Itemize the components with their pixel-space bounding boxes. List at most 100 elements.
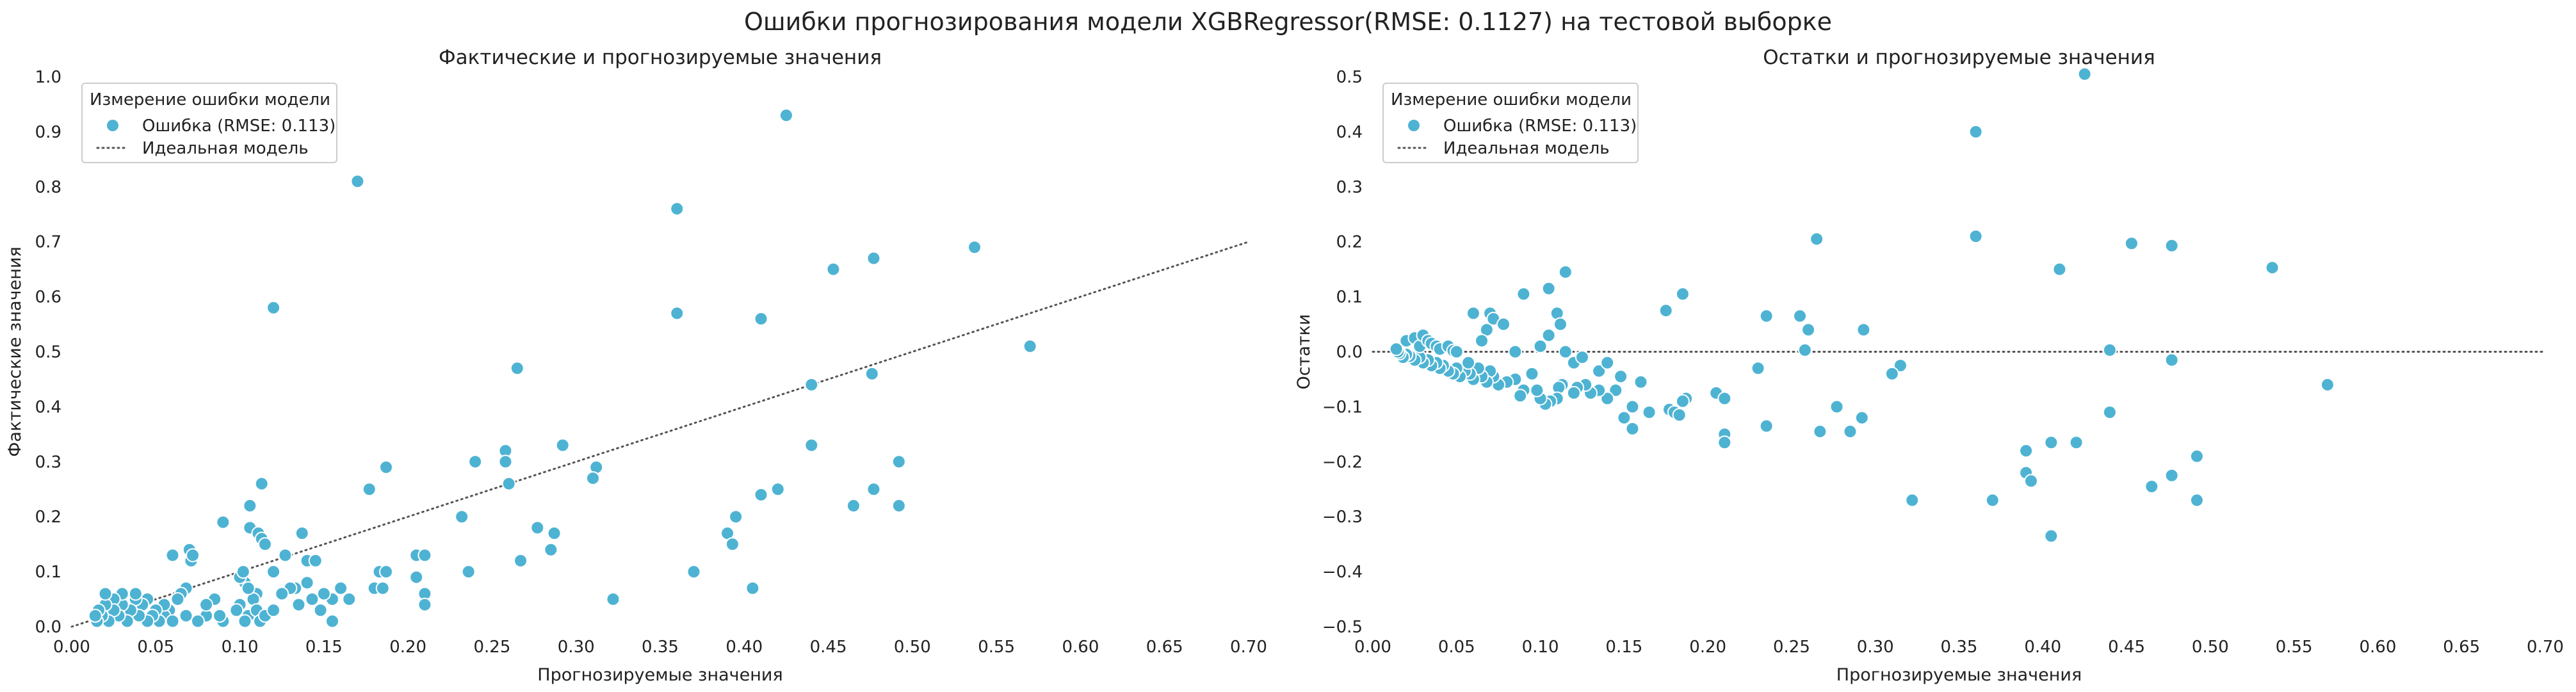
legend-marker-error bbox=[1407, 118, 1421, 133]
data-point bbox=[1751, 361, 1765, 376]
data-point bbox=[2144, 479, 2159, 494]
data-point bbox=[2102, 342, 2117, 357]
data-point bbox=[826, 262, 841, 277]
data-point bbox=[1717, 391, 1732, 406]
data-point bbox=[1617, 410, 1632, 425]
scatter-panel-actual-vs-predicted: Фактические и прогнозируемые значения 0.0… bbox=[5, 46, 1267, 685]
data-point bbox=[1475, 334, 1489, 348]
data-point bbox=[2077, 67, 2092, 81]
data-point bbox=[585, 471, 600, 486]
data-point bbox=[510, 361, 524, 376]
data-point bbox=[1466, 306, 1480, 321]
data-point bbox=[88, 608, 102, 623]
data-point bbox=[186, 548, 200, 563]
data-point bbox=[238, 614, 252, 629]
y-tick-label: 0.3 bbox=[1336, 178, 1363, 197]
data-point bbox=[1905, 493, 1920, 508]
y-tick-label: −0.1 bbox=[1322, 398, 1363, 417]
x-tick-label: 0.60 bbox=[2359, 638, 2396, 657]
data-point bbox=[1675, 394, 1690, 408]
data-point bbox=[1854, 410, 1869, 425]
data-point bbox=[2164, 353, 2179, 367]
y-tick-label: 0.5 bbox=[1336, 68, 1363, 87]
data-point bbox=[308, 553, 323, 568]
legend-title: Измерение ошибки модели bbox=[1391, 90, 1632, 109]
data-point bbox=[170, 592, 185, 607]
data-point bbox=[1759, 309, 1774, 323]
data-point bbox=[379, 460, 394, 474]
data-point bbox=[754, 487, 768, 502]
x-tick-label: 0.25 bbox=[473, 638, 510, 657]
data-point bbox=[379, 565, 394, 579]
data-point bbox=[350, 174, 365, 189]
data-point bbox=[1541, 281, 1556, 296]
data-point bbox=[1797, 342, 1812, 357]
x-axis-label: Прогнозируемые значения bbox=[1836, 665, 2082, 685]
data-point bbox=[2189, 449, 2204, 463]
legend: Измерение ошибки модели Ошибка (RMSE: 0.1… bbox=[1382, 83, 1639, 163]
data-point bbox=[514, 553, 528, 568]
data-point bbox=[98, 586, 113, 601]
x-tick-label: 0.50 bbox=[2192, 638, 2229, 657]
data-point bbox=[1541, 328, 1556, 342]
data-point bbox=[1530, 383, 1544, 398]
data-point bbox=[1533, 339, 1548, 353]
data-point bbox=[1968, 229, 1983, 244]
x-tick-label: 0.20 bbox=[389, 638, 426, 657]
data-point bbox=[1608, 383, 1623, 398]
data-point bbox=[1625, 399, 1640, 414]
x-tick-label: 0.20 bbox=[1689, 638, 1726, 657]
scatter-panel-residuals-vs-predicted: Остатки и прогнозируемые значения 0.00 0.0… bbox=[1294, 46, 2564, 685]
data-point bbox=[1566, 385, 1581, 400]
data-point bbox=[686, 565, 701, 579]
data-point bbox=[779, 108, 793, 123]
x-tick-label: 0.25 bbox=[1773, 638, 1810, 657]
data-point bbox=[461, 565, 476, 579]
legend-frame bbox=[81, 83, 337, 163]
data-point bbox=[216, 515, 231, 529]
x-tick-label: 0.40 bbox=[2024, 638, 2061, 657]
legend-title: Измерение ошибки модели bbox=[90, 90, 330, 109]
data-point bbox=[725, 537, 740, 552]
y-tick-label: 0.0 bbox=[1336, 343, 1363, 362]
data-point bbox=[165, 548, 180, 563]
data-point bbox=[1525, 366, 1539, 381]
data-point bbox=[2265, 261, 2280, 275]
data-point bbox=[2164, 238, 2179, 253]
data-point bbox=[1592, 364, 1607, 378]
x-tick-label: 0.65 bbox=[2443, 638, 2480, 657]
data-point bbox=[2069, 435, 2084, 450]
data-point bbox=[1810, 232, 1824, 246]
data-point bbox=[1829, 399, 1844, 414]
data-point bbox=[1516, 287, 1531, 302]
data-point bbox=[2102, 405, 2117, 419]
data-point bbox=[305, 592, 320, 607]
y-axis-label: Остатки bbox=[1294, 314, 1314, 390]
y-tick-label: 0.8 bbox=[35, 178, 61, 197]
data-point bbox=[866, 251, 881, 266]
data-point bbox=[257, 537, 272, 552]
data-point bbox=[1985, 493, 2000, 508]
panel-title: Остатки и прогнозируемые значения bbox=[1763, 46, 2155, 69]
data-point bbox=[313, 603, 328, 618]
data-point bbox=[530, 520, 545, 535]
x-tick-label: 0.00 bbox=[53, 638, 90, 657]
data-point bbox=[804, 438, 819, 453]
data-point bbox=[291, 597, 306, 612]
data-point bbox=[670, 202, 685, 216]
data-point bbox=[891, 455, 906, 469]
data-point bbox=[729, 510, 743, 524]
data-point bbox=[866, 482, 881, 497]
x-tick-label: 0.05 bbox=[1438, 638, 1475, 657]
data-point bbox=[1717, 435, 1732, 450]
y-tick-label: 0.2 bbox=[35, 508, 61, 527]
data-point bbox=[1633, 374, 1648, 389]
data-point bbox=[544, 542, 558, 557]
x-tick-label: 0.35 bbox=[642, 638, 679, 657]
x-tick-label: 0.15 bbox=[305, 638, 343, 657]
x-tick-label: 0.55 bbox=[978, 638, 1015, 657]
x-axis-label: Прогнозируемые значения bbox=[537, 665, 782, 685]
data-point bbox=[128, 586, 143, 601]
data-point bbox=[555, 438, 570, 453]
